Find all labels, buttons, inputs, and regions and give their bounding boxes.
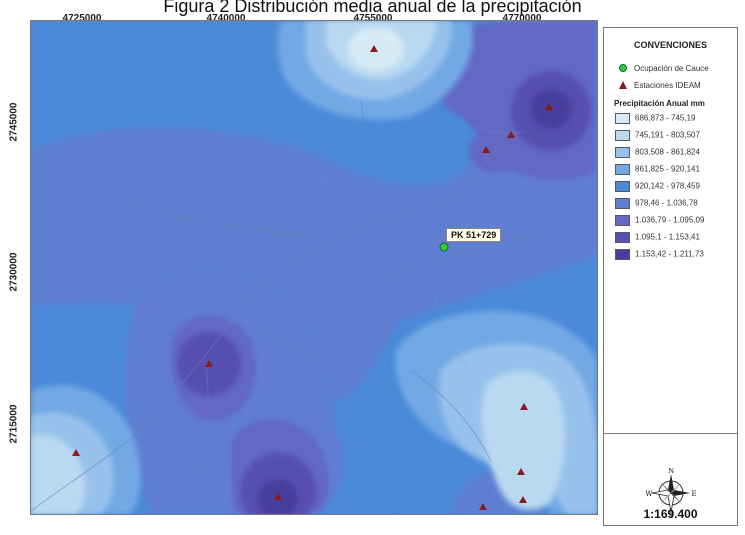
class-label: 1.036,79 - 1.095,09 <box>635 215 705 225</box>
legend-class-row: 861,825 - 920,141 <box>615 164 700 176</box>
class-label: 1.095,1 - 1.153,41 <box>635 232 700 242</box>
x-tick-label: 4725000 <box>62 13 102 24</box>
legend-class-row: 803,508 - 861,824 <box>615 147 700 159</box>
class-swatch <box>615 181 630 192</box>
class-swatch <box>615 232 630 243</box>
legend-occupation-row: Ocupación de Cauce <box>618 63 709 75</box>
class-label: 745,191 - 803,507 <box>635 130 700 140</box>
class-swatch <box>615 215 630 226</box>
compass-n: N <box>668 468 674 475</box>
green-dot-icon <box>618 63 634 75</box>
legend-class-row: 1.095,1 - 1.153,41 <box>615 232 700 244</box>
zone-745-803 <box>31 435 86 514</box>
class-swatch <box>615 147 630 158</box>
occupation-point[interactable] <box>439 242 449 252</box>
road-network <box>31 100 532 514</box>
legend-title: CONVENCIONES <box>633 40 707 50</box>
class-label: 978,46 - 1.036,78 <box>635 198 698 208</box>
station-marker[interactable] <box>205 360 213 367</box>
legend-class-row: 978,46 - 1.036,78 <box>615 198 698 210</box>
y-tick-label: 2730000 <box>8 252 20 292</box>
station-marker[interactable] <box>370 45 378 52</box>
minor-roads <box>90 120 527 492</box>
station-marker[interactable] <box>482 146 490 153</box>
class-swatch <box>615 164 630 175</box>
compass-w: W <box>646 490 653 498</box>
class-swatch <box>615 113 630 124</box>
station-marker[interactable] <box>545 103 553 110</box>
class-label: 1.153,42 - 1.211,73 <box>635 249 704 259</box>
legend-class-row: 1.036,79 - 1.095,09 <box>615 215 704 227</box>
class-label: 803,508 - 861,824 <box>635 147 700 157</box>
north-arrow-icon: N S W E <box>645 467 696 523</box>
x-tick-label: 4755000 <box>353 13 393 24</box>
scale-label: 1:169.400 <box>643 507 698 521</box>
legend-conventions: CONVENCIONES Ocupación de Cauce Estacion… <box>604 28 737 434</box>
station-marker[interactable] <box>274 493 282 500</box>
y-tick-label: 2715000 <box>8 404 20 444</box>
class-label: 920,142 - 978,459 <box>635 181 700 191</box>
station-marker[interactable] <box>519 496 527 503</box>
compass-s: S <box>669 512 674 518</box>
compass-e: E <box>691 490 696 498</box>
zone-745-803 <box>481 371 566 510</box>
station-marker[interactable] <box>507 131 515 138</box>
point-label: PK 51+729 <box>446 228 502 242</box>
precipitation-legend-title: Precipitación Anual mm <box>614 99 705 108</box>
station-marker[interactable] <box>479 503 487 510</box>
ideam-stations <box>72 45 553 510</box>
class-swatch <box>615 249 630 260</box>
class-swatch <box>615 130 630 141</box>
legend-class-row: 686,873 - 745,19 <box>615 113 696 125</box>
station-marker[interactable] <box>517 468 525 475</box>
class-label: 686,873 - 745,19 <box>635 113 696 123</box>
legend-class-row: 1.153,42 - 1.211,73 <box>615 249 704 261</box>
x-tick-label: 4740000 <box>206 13 246 24</box>
red-triangle-icon <box>618 80 634 92</box>
legend-occupation-label: Ocupación de Cauce <box>634 64 709 74</box>
legend-station-row: Estaciones IDEAM <box>618 80 701 92</box>
station-marker[interactable] <box>520 403 528 410</box>
class-label: 861,825 - 920,141 <box>635 164 700 174</box>
precipitation-map[interactable] <box>30 20 598 515</box>
map-canvas <box>31 21 597 514</box>
y-tick-label: 2745000 <box>8 102 20 142</box>
class-swatch <box>615 198 630 209</box>
legend-panel: CONVENCIONES Ocupación de Cauce Estacion… <box>603 27 738 526</box>
zone-1036-1095 <box>469 132 517 173</box>
legend-class-row: 920,142 - 978,459 <box>615 181 700 193</box>
station-marker[interactable] <box>72 449 80 456</box>
figure-title: Figura 2 Distribución media anual de la … <box>163 0 582 16</box>
x-tick-label: 4770000 <box>502 13 542 24</box>
legend-class-row: 745,191 - 803,507 <box>615 130 700 142</box>
legend-station-label: Estaciones IDEAM <box>634 81 701 91</box>
